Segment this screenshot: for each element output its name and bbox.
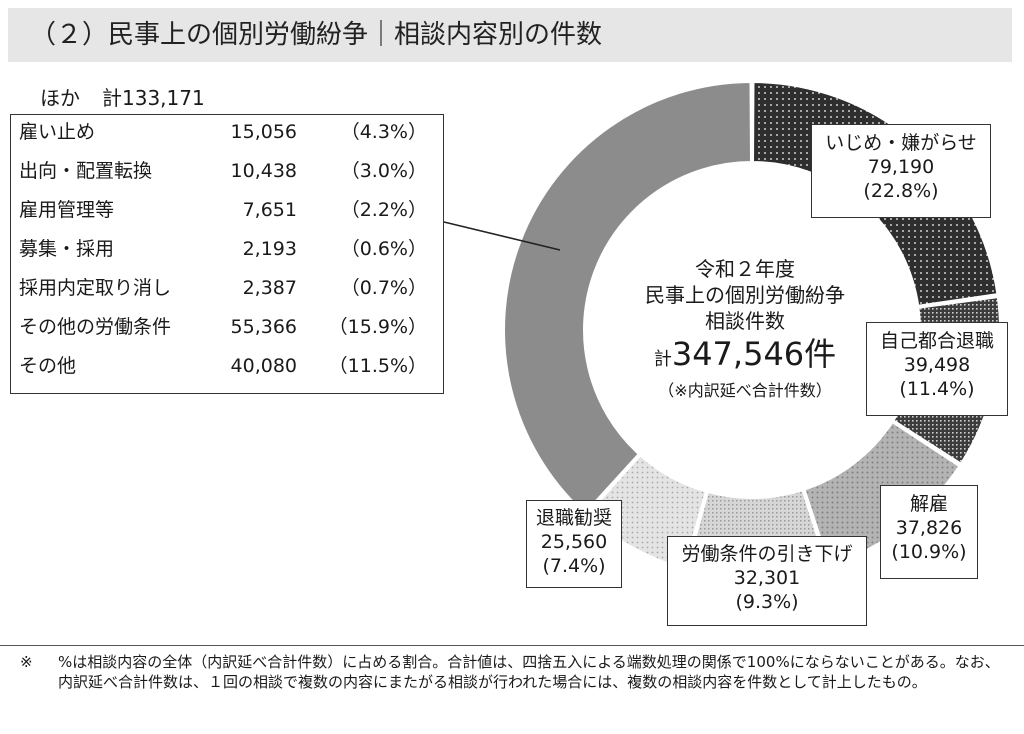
label-percent: (11.4%) — [899, 378, 975, 400]
label-dismissal: 解雇 37,826 (10.9%) — [880, 485, 978, 579]
center-note: （※内訳延べ合計件数） — [658, 381, 832, 400]
label-harassment: いじめ・嫌がらせ 79,190 (22.8%) — [811, 124, 991, 218]
center-subject: 民事上の個別労働紛争 — [645, 283, 845, 307]
list-item: 採用内定取り消し 2,387 （0.7%） — [11, 273, 443, 303]
label-retirement-encouragement: 退職勧奨 25,560 (7.4%) — [526, 500, 622, 588]
page-title: （２）民事上の個別労働紛争｜相談内容別の件数 — [30, 20, 603, 50]
item-value: 7,651 — [242, 199, 297, 221]
label-name: いじめ・嫌がらせ — [825, 132, 977, 154]
label-percent: (22.8%) — [863, 180, 939, 202]
label-name: 労働条件の引き下げ — [681, 543, 853, 565]
item-label: 出向・配置転換 — [19, 160, 153, 182]
item-value: 55,366 — [230, 316, 297, 338]
other-total: ほか 計133,171 — [40, 86, 227, 110]
item-label: 雇い止め — [19, 121, 96, 143]
label-name: 退職勧奨 — [535, 507, 612, 529]
label-value: 32,301 — [733, 567, 801, 589]
center-year: 令和２年度 — [695, 257, 795, 281]
label-working-condition-reduction: 労働条件の引き下げ 32,301 (9.3%) — [667, 536, 867, 626]
item-label: 雇用管理等 — [19, 199, 115, 221]
item-label: その他 — [19, 355, 77, 377]
item-percent: （3.0%） — [340, 160, 427, 182]
item-value: 2,387 — [242, 277, 297, 299]
label-value: 79,190 — [867, 156, 935, 178]
label-voluntary-resignation: 自己都合退職 39,498 (11.4%) — [866, 322, 1008, 416]
label-value: 39,498 — [903, 354, 971, 376]
other-total-value: 計133,171 — [102, 86, 205, 110]
footnote-text: %は相談内容の全体（内訳延べ合計件数）に占める割合。合計値は、四捨五入による端数… — [58, 653, 1000, 691]
list-item: 雇用管理等 7,651 （2.2%） — [11, 195, 443, 225]
list-item: 出向・配置転換 10,438 （3.0%） — [11, 156, 443, 186]
item-percent: （0.7%） — [340, 277, 427, 299]
center-caption: 相談件数 — [705, 309, 785, 333]
label-value: 25,560 — [540, 531, 608, 553]
label-name: 自己都合退職 — [879, 330, 994, 352]
item-percent: （0.6%） — [340, 238, 427, 260]
label-percent: (7.4%) — [542, 555, 606, 577]
item-percent: （4.3%） — [340, 121, 427, 143]
item-percent: （15.9%） — [328, 316, 427, 338]
center-total: 計347,546件 — [590, 334, 900, 380]
item-label: 採用内定取り消し — [19, 277, 172, 299]
footer-divider — [0, 645, 1024, 646]
list-item: 雇い止め 15,056 （4.3%） — [11, 117, 443, 147]
item-label: 募集・採用 — [19, 238, 115, 260]
leader-line — [443, 221, 561, 251]
item-value: 10,438 — [230, 160, 297, 182]
list-item: 募集・採用 2,193 （0.6%） — [11, 234, 443, 264]
header-bar: （２）民事上の個別労働紛争｜相談内容別の件数 — [8, 8, 1012, 62]
list-item: その他の労働条件 55,366 （15.9%） — [11, 312, 443, 342]
label-percent: (10.9%) — [891, 541, 967, 563]
item-value: 2,193 — [242, 238, 297, 260]
item-percent: （11.5%） — [328, 355, 427, 377]
list-item: その他 40,080 （11.5%） — [11, 351, 443, 381]
label-name: 解雇 — [909, 493, 948, 515]
slice-other — [503, 80, 752, 515]
donut-center-label: 令和２年度 民事上の個別労働紛争 相談件数 計347,546件 （※内訳延べ合計… — [590, 256, 900, 402]
item-value: 40,080 — [230, 355, 297, 377]
footnote-mark: ※ — [20, 653, 33, 671]
item-percent: （2.2%） — [340, 199, 427, 221]
item-value: 15,056 — [230, 121, 297, 143]
item-label: その他の労働条件 — [19, 316, 172, 338]
other-total-label: ほか — [40, 86, 80, 110]
center-total-prefix: 計 — [653, 349, 672, 370]
label-value: 37,826 — [895, 517, 963, 539]
label-percent: (9.3%) — [735, 591, 799, 613]
center-total-value: 347,546件 — [671, 335, 837, 373]
other-breakdown-box: 雇い止め 15,056 （4.3%） 出向・配置転換 10,438 （3.0%）… — [10, 114, 444, 394]
